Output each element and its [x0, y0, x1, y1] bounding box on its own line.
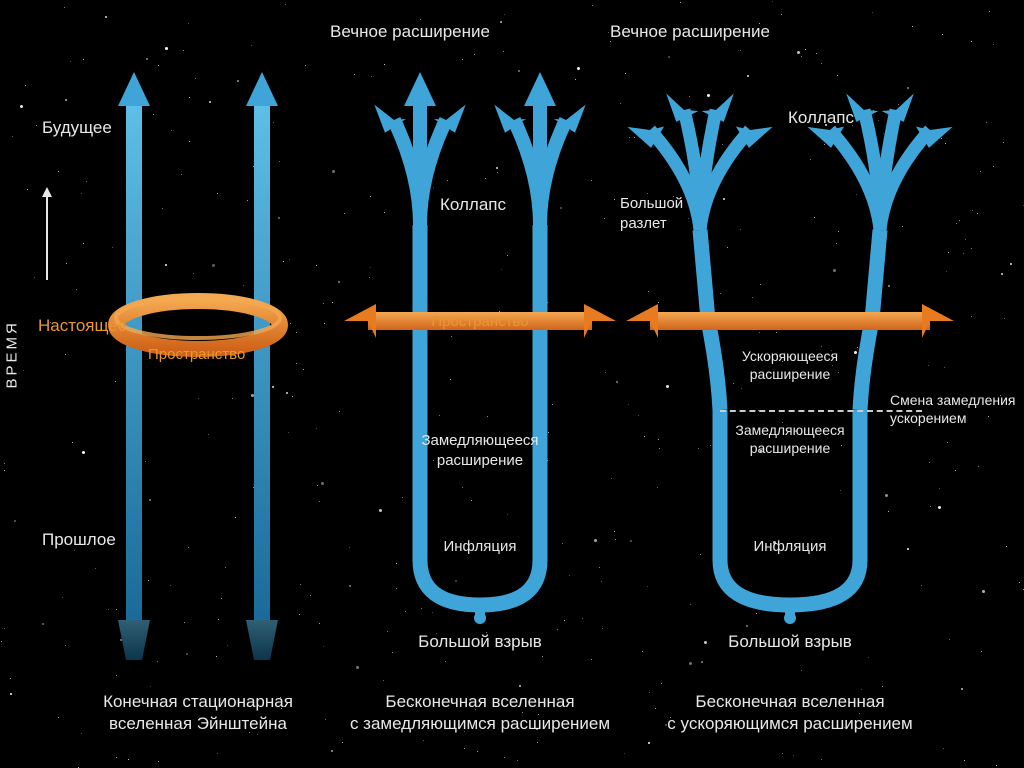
m3-trans-2: ускорением — [890, 410, 966, 426]
m3-title-2: с ускоряющимся расширением — [667, 714, 912, 734]
m2-title-1: Бесконечная вселенная — [385, 692, 574, 712]
time-axis-arrow — [46, 195, 48, 280]
m3-decel-2: расширение — [750, 440, 831, 456]
m3-accel-1: Ускоряющееся — [742, 348, 838, 364]
m3-decel-1: Замедляющееся — [735, 422, 844, 438]
m1-space-label: Пространство — [148, 346, 245, 363]
m2-decel-2: расширение — [437, 452, 523, 469]
m1-title-1: Конечная стационарная — [103, 692, 293, 712]
m1-title-2: вселенная Эйнштейна — [109, 714, 287, 734]
m3-trans-1: Смена замедления — [890, 392, 1016, 408]
m3-bigbang: Большой взрыв — [728, 632, 852, 652]
m3-collapse: Коллапс — [788, 108, 854, 128]
past-label: Прошлое — [42, 530, 116, 550]
model-1-einstein — [116, 72, 280, 660]
time-axis-label: ВРЕМЯ — [4, 320, 21, 388]
m2-inflation: Инфляция — [443, 538, 516, 555]
m3-title-1: Бесконечная вселенная — [695, 692, 884, 712]
present-label: Настоящее — [38, 316, 127, 336]
m2-bigbang: Большой взрыв — [418, 632, 542, 652]
m2-title-2: с замедляющимся расширением — [350, 714, 610, 734]
m2-top-label: Вечное расширение — [330, 22, 490, 42]
m3-bigrip-1: Большой — [620, 195, 683, 212]
m3-inflation: Инфляция — [753, 538, 826, 555]
m2-decel-1: Замедляющееся — [421, 432, 538, 449]
m2-collapse: Коллапс — [440, 195, 506, 215]
future-label: Будущее — [42, 118, 112, 138]
m3-bigrip-2: разлет — [620, 215, 667, 232]
m3-top-label: Вечное расширение — [610, 22, 770, 42]
m3-accel-2: расширение — [750, 366, 831, 382]
m2-space-label: Пространство — [431, 313, 528, 330]
